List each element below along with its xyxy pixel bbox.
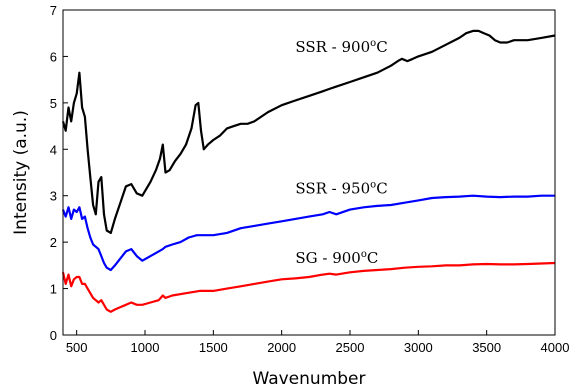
y-tick-label: 1 xyxy=(50,282,57,297)
annotation-text: SG - 900 xyxy=(295,249,361,267)
x-tick-label: 2500 xyxy=(336,340,365,355)
plot-frame xyxy=(62,9,556,336)
annotation-degree: o xyxy=(370,179,376,190)
x-axis-title: Wavenumber xyxy=(252,369,365,389)
x-tick-label: 1000 xyxy=(131,340,160,355)
series-line-0 xyxy=(61,29,556,234)
y-tick-label: 2 xyxy=(50,235,57,250)
annotation-unit: C xyxy=(367,249,378,267)
series-annotation-1: SSR - 950oC xyxy=(295,179,387,197)
x-tick-label: 3500 xyxy=(472,340,501,355)
x-tick-label: 500 xyxy=(66,340,88,355)
series-line-2 xyxy=(61,261,556,313)
y-tick-label: 0 xyxy=(50,328,57,343)
x-tick-label: 3000 xyxy=(404,340,433,355)
annotation-degree: o xyxy=(370,38,376,49)
annotation-text: SSR - 900 xyxy=(295,38,370,56)
y-tick-label: 5 xyxy=(50,96,57,111)
y-tick-label: 6 xyxy=(50,49,57,64)
y-tick-label: 7 xyxy=(50,3,57,18)
ticks-layer: 500 1000 1500 2000 2500 3000 3500 4000 0 1 2 3 4 5 6 7 xyxy=(50,3,570,355)
annotation-unit: C xyxy=(376,38,387,56)
series-annotation-2: SG - 900oC xyxy=(295,249,378,267)
x-tick-label: 4000 xyxy=(541,340,570,355)
annotation-unit: C xyxy=(376,179,387,197)
series-layer xyxy=(61,29,556,313)
series-line-1 xyxy=(61,194,555,272)
y-tick-label: 3 xyxy=(50,189,57,204)
annotation-text: SSR - 950 xyxy=(295,179,370,197)
annotation-degree: o xyxy=(361,249,367,260)
y-axis-title: Intensity (a.u.) xyxy=(11,110,31,235)
y-tick-label: 4 xyxy=(50,142,57,157)
x-tick-label: 1500 xyxy=(199,340,228,355)
series-annotation-0: SSR - 900oC xyxy=(295,38,387,56)
x-tick-label: 2000 xyxy=(267,340,296,355)
